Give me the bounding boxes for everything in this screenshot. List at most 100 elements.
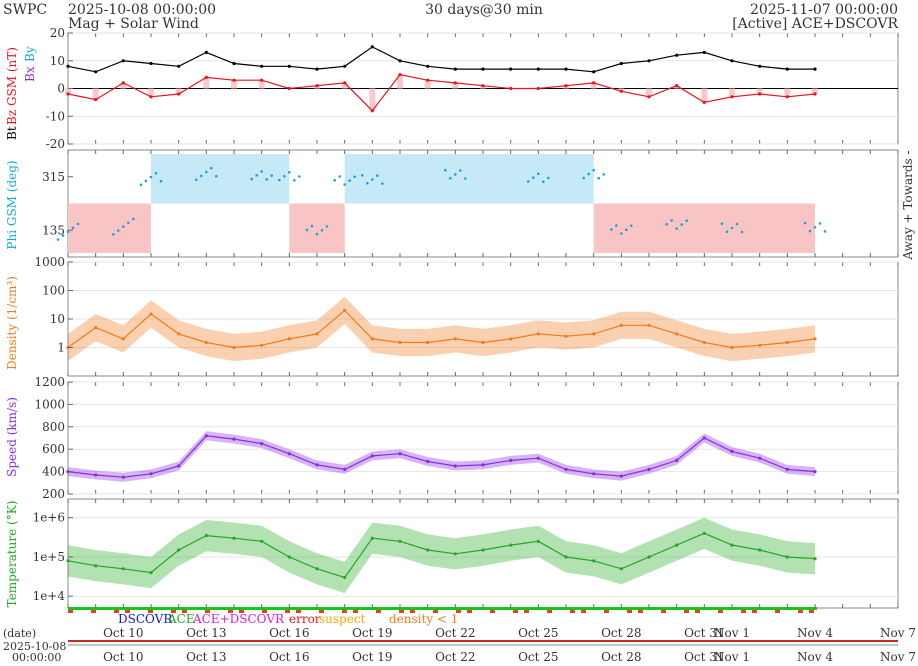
temperature-ylabel: Temperature (°K): [5, 501, 19, 608]
speed-point: [343, 467, 347, 471]
bt-point: [702, 50, 706, 55]
speed-point: [592, 472, 596, 476]
bz-point: [564, 84, 568, 88]
phi-point: [298, 175, 301, 178]
mag-series: [66, 45, 817, 113]
by-label: By: [23, 46, 37, 62]
density-point: [232, 345, 236, 350]
date-tick-label: Oct 28: [601, 650, 641, 664]
phi-point: [537, 172, 540, 176]
status-red-flag: [661, 610, 666, 613]
density-point: [647, 323, 651, 327]
status-red-flag: [775, 610, 780, 613]
bz-point: [536, 86, 540, 91]
phi-point: [315, 232, 319, 236]
density-point: [204, 340, 208, 345]
status-red-flag: [513, 610, 518, 613]
status-red-flag: [148, 610, 153, 613]
density-point: [785, 340, 789, 345]
mag-y-ticks: 20 10 0 -10 -20: [46, 26, 73, 151]
y-tick-label: 315: [42, 170, 65, 184]
date-tick-label: Nov 7: [880, 626, 916, 640]
phi-points: [56, 166, 827, 241]
density-band: [68, 296, 815, 362]
speed-point: [730, 449, 734, 453]
bz-shade-bar: [812, 88, 818, 95]
phi-point: [725, 230, 729, 233]
bz-point: [177, 92, 181, 96]
speed-point: [149, 472, 153, 476]
phi-point: [610, 228, 613, 231]
phi-point: [333, 179, 337, 182]
temperature-point: [287, 555, 291, 559]
plot-subtitle: Mag + Solar Wind: [68, 16, 199, 32]
phi-ylabel: Phi GSM (deg): [5, 160, 19, 249]
data-status-strip: [68, 607, 898, 646]
temperature-point: [702, 531, 706, 535]
bt-point: [343, 64, 347, 68]
phi-point: [740, 230, 744, 234]
legend-ace: ACE: [167, 612, 195, 626]
status-red-flag: [91, 610, 96, 613]
bt-point: [509, 67, 513, 71]
end-time: 2025-11-07 00:00:00: [750, 2, 898, 18]
date-tick-label: Nov 4: [797, 650, 833, 664]
timeline-bar: [68, 640, 898, 642]
phi-point: [615, 224, 618, 227]
density-point: [813, 337, 817, 341]
temperature-point: [398, 539, 402, 543]
status-red-flag: [490, 610, 495, 613]
status-red-flag: [684, 610, 689, 613]
status-red-flag: [570, 610, 575, 613]
phi-point: [320, 229, 324, 232]
speed-point: [453, 464, 457, 468]
phi-point: [56, 238, 60, 241]
bz-shade-bar: [701, 88, 708, 103]
phi-point: [71, 226, 75, 230]
phi-point: [381, 182, 384, 185]
phi-point: [76, 222, 80, 226]
density-point: [370, 337, 374, 341]
y-tick-label: 1e+4: [33, 589, 66, 603]
speed-point: [509, 458, 513, 462]
status-red-flag: [262, 610, 267, 613]
density-point: [453, 337, 457, 341]
phi-point: [265, 178, 269, 181]
date-tick-label: Oct 16: [269, 650, 309, 664]
status-red-flag: [809, 610, 814, 613]
speed-point: [121, 475, 125, 479]
legend-suspect: suspect: [319, 612, 366, 626]
date-tick-label: Oct 19: [352, 626, 392, 640]
temperature-point: [426, 548, 430, 552]
temperature-point: [177, 548, 181, 552]
density-point: [702, 340, 706, 345]
speed-band: [68, 431, 815, 482]
bt-point: [564, 67, 568, 71]
speed-point: [287, 452, 291, 456]
phi-point: [66, 230, 70, 233]
speed-point: [564, 467, 568, 471]
date-tick-label: Oct 25: [518, 626, 558, 640]
phi-point: [542, 180, 545, 184]
status-red-flag: [228, 610, 233, 613]
y-tick-label: 100: [42, 284, 65, 298]
org-label: SWPC: [3, 2, 47, 18]
temperature-spread: [68, 517, 815, 594]
phi-point: [283, 174, 286, 178]
bz-shade-bar: [231, 80, 237, 89]
phi-point: [200, 174, 203, 178]
status-red-flag: [798, 610, 803, 613]
density-series: [66, 308, 817, 350]
status-red-flag: [741, 610, 746, 613]
legend-density-low: density < 1: [389, 612, 458, 626]
temperature-point: [813, 557, 817, 561]
bz-shade-bar: [175, 88, 182, 95]
temperature-point: [315, 567, 319, 571]
phi-point: [288, 171, 291, 174]
bz-point: [619, 89, 623, 93]
status-red-flag: [285, 610, 290, 613]
bt-point: [619, 61, 623, 66]
speed-point: [426, 459, 430, 464]
speed-point: [785, 467, 789, 471]
